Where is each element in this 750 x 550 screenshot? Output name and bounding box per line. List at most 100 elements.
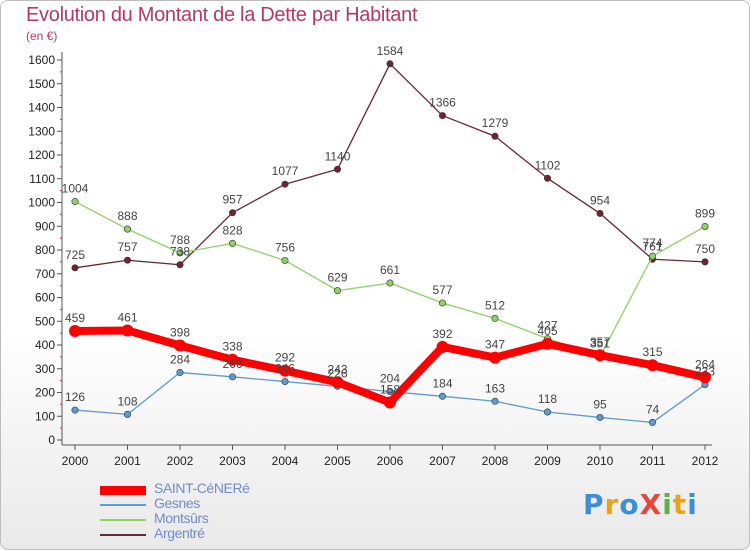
data-label-gesnes: 118: [538, 392, 557, 406]
data-label-monts-rs: 629: [327, 271, 347, 285]
data-point-monts-rs: [438, 299, 446, 307]
data-point-gesnes: [176, 369, 184, 377]
data-point-saint-c-ner-: [279, 364, 291, 377]
data-label-saint-c-ner-: 357: [590, 335, 610, 349]
x-tick-label: 2009: [534, 454, 561, 468]
data-label-monts-rs: 756: [275, 240, 295, 254]
logo-letter: o: [619, 488, 640, 521]
data-label-argentr-: 1366: [429, 96, 456, 110]
data-point-saint-c-ner-: [69, 324, 81, 337]
data-label-saint-c-ner-: 158: [380, 382, 400, 396]
data-label-gesnes: 284: [170, 353, 190, 367]
x-tick-label: 2005: [324, 454, 351, 468]
chart-subtitle: (en €): [26, 29, 58, 43]
data-point-monts-rs: [648, 252, 656, 260]
data-label-saint-c-ner-: 459: [65, 311, 85, 325]
data-label-argentr-: 957: [222, 193, 242, 207]
x-tick-label: 2004: [272, 454, 299, 468]
logo-letter: t: [672, 488, 688, 521]
data-point-monts-rs: [281, 256, 289, 264]
data-label-gesnes: 95: [593, 397, 607, 411]
y-tick-label: 1600: [28, 53, 55, 67]
data-label-gesnes: 184: [432, 376, 452, 390]
data-label-saint-c-ner-: 347: [485, 338, 505, 352]
data-label-argentr-: 725: [65, 248, 85, 262]
legend-swatch: [100, 485, 146, 495]
data-point-monts-rs: [386, 279, 394, 287]
data-label-gesnes: 108: [117, 394, 137, 408]
x-tick-label: 2011: [640, 454, 666, 468]
data-point-saint-c-ner-: [489, 351, 501, 364]
data-point-argentr-: [229, 209, 237, 217]
data-point-argentr-: [438, 112, 446, 120]
data-label-monts-rs: 512: [485, 298, 505, 312]
x-tick-label: 2010: [587, 454, 614, 468]
data-point-argentr-: [491, 132, 499, 140]
data-point-gesnes: [71, 406, 79, 414]
data-point-saint-c-ner-: [699, 371, 711, 384]
data-label-saint-c-ner-: 292: [275, 351, 295, 365]
data-point-gesnes: [596, 413, 604, 421]
data-label-saint-c-ner-: 243: [327, 362, 347, 376]
y-tick-label: 800: [35, 243, 55, 257]
data-label-monts-rs: 351: [590, 337, 610, 351]
y-tick-label: 1500: [28, 77, 55, 91]
data-label-argentr-: 761: [642, 239, 662, 253]
data-point-gesnes: [491, 397, 499, 405]
data-label-gesnes: 246: [275, 362, 295, 376]
data-label-monts-rs: 1004: [62, 182, 89, 196]
data-point-gesnes: [281, 378, 289, 386]
data-point-argentr-: [543, 174, 551, 182]
data-point-monts-rs: [229, 239, 237, 247]
data-label-monts-rs: 888: [117, 209, 137, 223]
data-point-monts-rs: [124, 225, 132, 233]
data-label-gesnes: 74: [646, 402, 660, 416]
y-tick-label: 1300: [28, 124, 55, 138]
data-point-saint-c-ner-: [331, 376, 344, 389]
data-label-argentr-: 1077: [272, 164, 299, 178]
y-tick-label: 1100: [29, 172, 55, 186]
data-label-monts-rs: 899: [695, 206, 715, 220]
data-point-monts-rs: [491, 314, 499, 322]
y-tick-label: 300: [35, 362, 55, 376]
data-label-argentr-: 954: [590, 193, 610, 207]
data-label-monts-rs: 661: [380, 263, 400, 277]
data-point-argentr-: [596, 209, 604, 217]
data-label-gesnes: 126: [65, 390, 85, 404]
data-point-monts-rs: [701, 222, 709, 230]
legend-label: SAINT-CéNERé: [154, 480, 250, 496]
data-point-gesnes: [648, 418, 656, 426]
x-tick-label: 2012: [692, 454, 719, 468]
y-tick-label: 100: [35, 409, 55, 423]
data-label-argentr-: 738: [170, 245, 190, 259]
y-tick-label: 500: [35, 314, 55, 328]
data-point-saint-c-ner-: [226, 353, 239, 366]
y-tick-label: 1400: [28, 101, 55, 115]
data-point-saint-c-ner-: [121, 324, 134, 337]
data-label-saint-c-ner-: 315: [642, 345, 662, 359]
data-point-argentr-: [176, 261, 184, 269]
data-label-monts-rs: 577: [432, 283, 452, 297]
data-label-saint-c-ner-: 338: [222, 340, 242, 354]
data-label-gesnes: 266: [222, 357, 242, 371]
data-point-argentr-: [71, 264, 79, 272]
legend-label: Argentré: [154, 525, 205, 541]
data-point-monts-rs: [333, 287, 341, 295]
data-label-saint-c-ner-: 398: [170, 325, 190, 339]
data-label-gesnes: 233: [695, 365, 715, 379]
data-point-saint-c-ner-: [174, 339, 186, 352]
legend-label: Gesnes: [154, 495, 200, 511]
data-label-saint-c-ner-: 405: [537, 324, 557, 338]
data-label-argentr-: 1279: [482, 116, 509, 130]
data-label-monts-rs: 427: [537, 319, 557, 333]
y-tick-label: 600: [35, 291, 55, 305]
legend-swatch: [100, 519, 146, 521]
legend-label: Montsûrs: [154, 510, 209, 526]
data-label-argentr-: 750: [695, 242, 715, 256]
y-tick-label: 700: [35, 267, 55, 281]
y-tick-label: 400: [35, 338, 55, 352]
data-point-gesnes: [229, 373, 237, 381]
data-label-saint-c-ner-: 392: [432, 327, 452, 341]
x-tick-label: 2007: [429, 454, 456, 468]
